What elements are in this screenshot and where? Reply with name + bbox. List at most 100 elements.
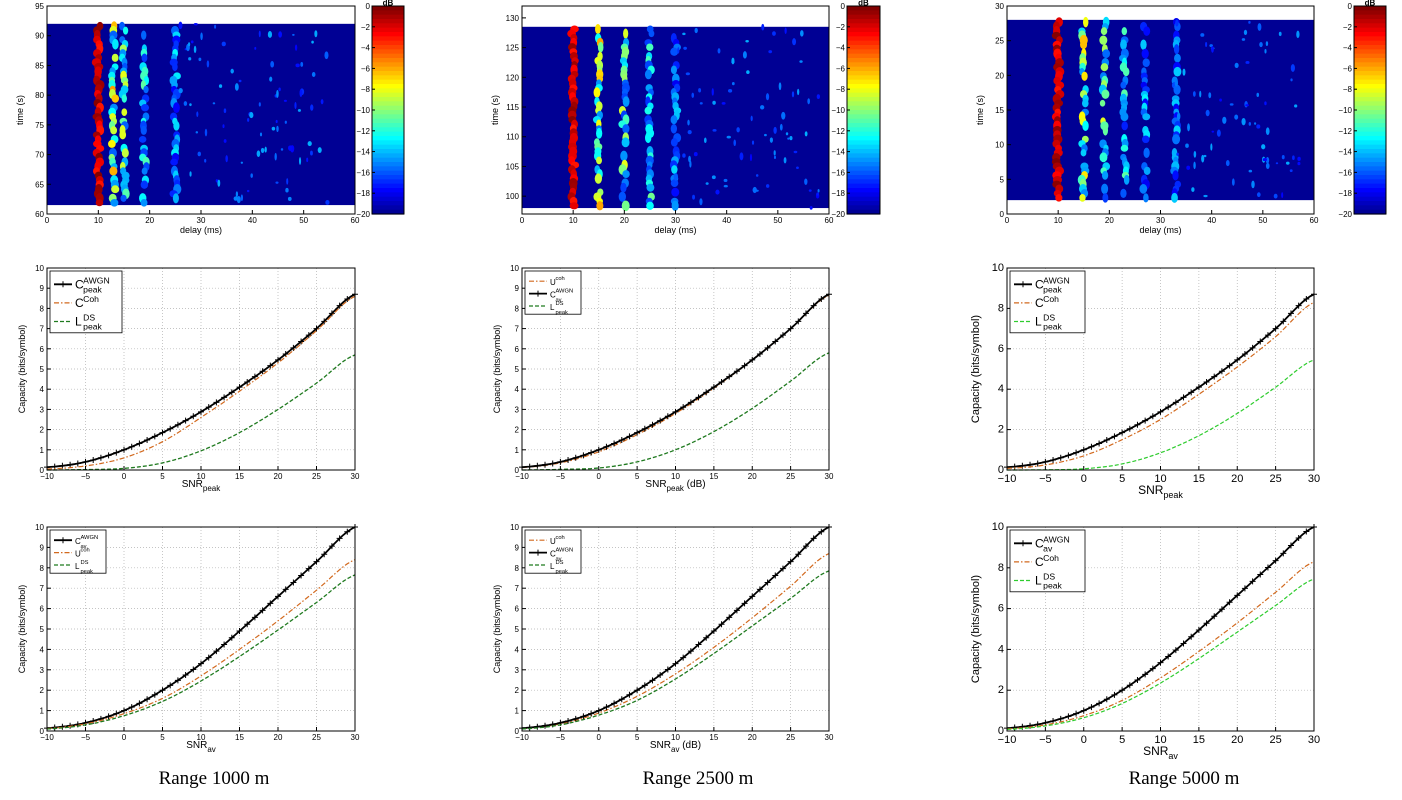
heatmap-blob <box>1248 169 1253 173</box>
y-tick-label: 10 <box>510 523 519 532</box>
heatmap-blob <box>759 105 765 110</box>
series-marker <box>236 384 243 391</box>
series-marker <box>810 535 817 542</box>
legend-marker <box>60 281 66 288</box>
heatmap-blob <box>1122 67 1130 77</box>
series-marker <box>144 696 151 703</box>
colorbar-cell <box>372 149 404 154</box>
heatmap-blob <box>311 71 316 78</box>
series-marker <box>282 350 289 357</box>
series-line-1 <box>46 559 356 730</box>
y-tick-label: 7 <box>515 325 520 334</box>
heatmap-blob <box>1099 152 1108 163</box>
series-marker <box>641 682 648 689</box>
heatmap-blob <box>1289 169 1293 173</box>
series-marker <box>534 462 541 469</box>
spectrogram-panel-2: 0 10 20 30 40 50 60 100 105 110 115 120 125 130 delay … <box>490 0 881 235</box>
y-tick-label: 110 <box>506 133 519 142</box>
series-marker <box>664 666 671 673</box>
legend-label-sup: coh <box>555 276 564 282</box>
y-tick-label: 25 <box>995 37 1004 46</box>
series-marker <box>1234 356 1241 363</box>
heatmap-background <box>47 23 355 206</box>
heatmap-blob <box>692 194 696 200</box>
x-tick-label: 20 <box>1231 734 1243 746</box>
series-marker <box>1057 715 1064 722</box>
legend-label: L <box>1035 315 1042 329</box>
y-tick-label: 6 <box>998 343 1004 355</box>
x-axis-label-sub: peak <box>1163 490 1183 500</box>
heatmap-blob <box>783 157 787 164</box>
series-line-2 <box>522 352 830 471</box>
x-axis-label: SNRpeak (dB) <box>645 479 705 493</box>
heatmap-blob <box>1201 154 1205 163</box>
colorbar-cell <box>847 92 880 98</box>
heatmap-blob <box>1102 193 1109 203</box>
y-tick-label: 10 <box>995 141 1004 150</box>
y-axis-label: Capacity (bits/symbol) <box>492 325 502 414</box>
series-marker <box>603 443 610 450</box>
heatmap-blob <box>276 90 279 98</box>
y-tick-label: 8 <box>998 302 1004 314</box>
heatmap-blob <box>275 181 279 184</box>
heatmap-blob <box>256 150 261 158</box>
y-axis-label: Capacity (bits/symbol) <box>970 575 982 683</box>
heatmap-blob <box>1248 20 1251 24</box>
heatmap-blob <box>264 146 267 153</box>
heatmap-blob <box>1265 162 1270 170</box>
series-marker <box>236 628 243 635</box>
series-marker <box>313 558 320 565</box>
legend-label: C <box>75 277 84 291</box>
heatmap-blob <box>670 123 678 134</box>
heatmap-blob <box>1273 193 1278 199</box>
heatmap-blob <box>204 128 208 137</box>
heatmap-blob <box>671 165 678 174</box>
colorbar-cell <box>1354 92 1386 98</box>
colorbar-cell <box>1354 32 1386 37</box>
series-marker <box>1050 457 1057 464</box>
heatmap-blob <box>1294 104 1298 108</box>
series-marker <box>549 460 556 467</box>
heatmap-blob <box>1099 35 1108 45</box>
series-marker <box>1073 449 1080 456</box>
series-marker <box>1126 682 1133 689</box>
series-marker <box>1119 687 1126 694</box>
heatmap-blob <box>195 131 199 134</box>
heatmap-blob <box>687 129 692 135</box>
colorbar-cell <box>372 75 404 81</box>
series-marker <box>1303 528 1310 535</box>
legend-label-sup: DS <box>1043 313 1055 323</box>
x-tick-label: −10 <box>515 733 529 742</box>
series-marker <box>1042 458 1049 465</box>
x-tick-label: −5 <box>556 733 566 742</box>
colorbar-cell <box>372 118 404 124</box>
series-marker <box>772 572 779 579</box>
heatmap-blob <box>671 200 679 212</box>
colorbar-cell <box>847 62 880 68</box>
colorbar-cell <box>847 205 880 211</box>
legend-label-sup: DS <box>555 560 563 566</box>
heatmap-blob <box>190 40 194 44</box>
y-tick-label: 100 <box>506 192 520 201</box>
series-marker <box>244 378 251 385</box>
y-tick-label: 6 <box>40 345 45 354</box>
series-marker <box>1218 368 1225 375</box>
colorbar-tick-label: −10 <box>356 106 370 115</box>
heatmap-blob <box>751 140 755 145</box>
x-axis-label-main: SNR <box>186 740 207 751</box>
series-marker <box>1264 564 1271 571</box>
series-marker <box>1088 704 1095 711</box>
colorbar-cell <box>372 209 404 215</box>
heatmap-blob <box>761 23 765 31</box>
y-tick-label: 120 <box>506 73 520 82</box>
series-marker <box>756 350 763 357</box>
colorbar-cell <box>372 188 404 193</box>
heatmap-blob <box>817 188 820 193</box>
y-tick-label: 1 <box>40 446 45 455</box>
y-tick-label: 15 <box>995 106 1004 115</box>
heatmap-blob <box>1261 144 1266 150</box>
heatmap-blob <box>1143 193 1149 203</box>
colorbar-tick-label: −4 <box>836 44 846 53</box>
heatmap-blob <box>307 141 312 147</box>
colorbar-cell <box>847 118 880 124</box>
